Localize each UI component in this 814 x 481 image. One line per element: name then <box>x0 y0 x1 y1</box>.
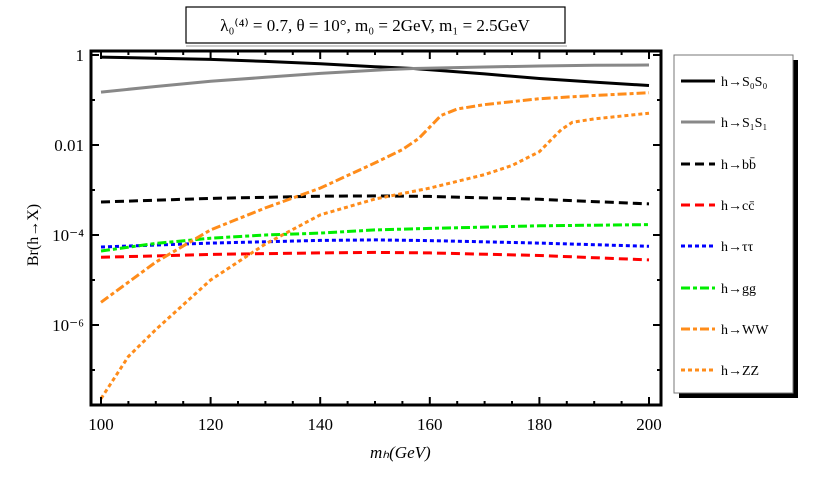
legend-label: h→S₀S₀ <box>721 75 767 90</box>
legend-entry: h→S₁S₁ <box>681 116 767 131</box>
legend-label: h→cc̄ <box>721 199 755 214</box>
legend-label: h→ZZ <box>721 364 759 379</box>
legend-entry: h→S₀S₀ <box>681 75 767 90</box>
x-tick-label: 200 <box>636 415 662 434</box>
x-tick-label: 120 <box>198 415 224 434</box>
legend-entry: h→bb̄ <box>681 157 756 173</box>
legend-entry: h→ττ <box>681 240 754 255</box>
legend: h→S₀S₀ h→S₁S₁ h→bb̄ h→cc̄ h→ττ h→gg h→WW h→ZZ <box>673 54 798 398</box>
y-axis-label: Br(h→X) <box>25 204 42 266</box>
series-line-1 <box>100 63 650 94</box>
series-line-2 <box>100 194 650 206</box>
series-line-6 <box>100 91 650 304</box>
series-line-4 <box>100 238 650 249</box>
chart-title: λ₀⁽⁴⁾ = 0.7, θ = 10°, m₀ = 2GeV, m₁ = 2.… <box>220 16 530 35</box>
y-tick-label: 10⁻⁴ <box>52 226 84 245</box>
legend-label: h→WW <box>721 323 769 338</box>
plot-area <box>99 55 650 400</box>
y-tick-label: 0.01 <box>54 136 84 155</box>
legend-entry: h→cc̄ <box>681 199 755 214</box>
legend-label: h→S₁S₁ <box>721 116 767 131</box>
legend-label: h→ττ <box>721 240 754 255</box>
x-tick-label: 180 <box>527 415 553 434</box>
title-box: λ₀⁽⁴⁾ = 0.7, θ = 10°, m₀ = 2GeV, m₁ = 2.… <box>185 6 566 44</box>
legend-entry: h→ZZ <box>681 364 759 379</box>
plot-frame <box>89 49 663 407</box>
x-tick-label: 160 <box>417 415 443 434</box>
legend-entry: h→gg <box>681 282 756 297</box>
x-axis-label: mₕ(GeV) <box>370 443 431 462</box>
series-line-0 <box>100 55 650 87</box>
axis-ticks: 100 120 140 160 180 200 1 0.01 10⁻⁴ 10⁻⁶ <box>52 46 662 434</box>
series-line-7 <box>99 111 650 400</box>
y-tick-label: 10⁻⁶ <box>52 316 84 335</box>
legend-label: h→bb̄ <box>721 157 756 173</box>
series-line-3 <box>100 250 650 262</box>
series-line-5 <box>100 223 650 253</box>
y-tick-label: 1 <box>76 46 85 65</box>
legend-box <box>673 54 794 394</box>
x-tick-label: 140 <box>307 415 333 434</box>
legend-label: h→gg <box>721 282 756 297</box>
legend-entry: h→WW <box>681 323 769 338</box>
x-tick-label: 100 <box>88 415 114 434</box>
